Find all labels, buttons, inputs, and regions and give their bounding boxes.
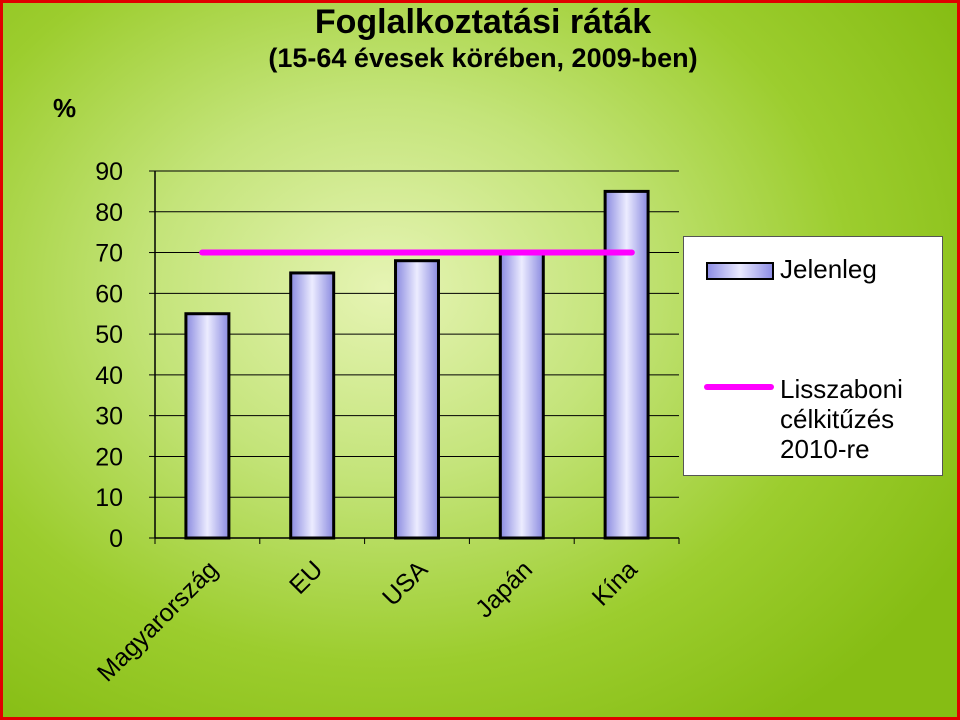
y-tick-label: 40 <box>95 362 123 390</box>
bar-chart: 0 10 20 30 40 50 60 70 80 90 Magyarország EU USA Japá… <box>92 158 680 687</box>
x-category-label: Magyarország <box>92 555 224 687</box>
bar-3 <box>394 259 440 540</box>
y-tick-label: 0 <box>109 525 123 553</box>
bar-2 <box>289 271 336 540</box>
chart-subtitle: (15-64 évesek körében, 2009-ben) <box>268 43 698 73</box>
x-category-label: Japán <box>470 555 538 623</box>
y-tick-label: 20 <box>95 443 123 471</box>
x-category-label: EU <box>284 555 328 599</box>
legend: Jelenleg Lisszaboni célkitűzés 2010-re <box>683 236 943 476</box>
bar-4 <box>498 251 545 540</box>
legend-target-swatch <box>704 384 774 390</box>
y-tick-label: 70 <box>95 240 123 268</box>
bar-5 <box>603 189 650 540</box>
y-tick-label: 60 <box>95 280 123 308</box>
y-tick-label: 90 <box>95 158 123 186</box>
y-tick-label: 50 <box>95 321 123 349</box>
y-tick-label: 30 <box>95 403 123 431</box>
legend-bar-swatch <box>706 262 774 280</box>
y-tick-label: 10 <box>95 484 123 512</box>
x-category-label: USA <box>377 555 433 611</box>
chart-title: Foglalkoztatási ráták <box>314 3 652 41</box>
x-category-label: Kína <box>587 555 643 611</box>
bar-1 <box>184 312 231 540</box>
y-tick-label: 80 <box>95 199 123 227</box>
legend-target-label: Lisszaboni célkitűzés 2010-re <box>780 374 903 464</box>
y-axis-unit-label: % <box>53 93 77 123</box>
legend-series-label: Jelenleg <box>780 254 877 284</box>
